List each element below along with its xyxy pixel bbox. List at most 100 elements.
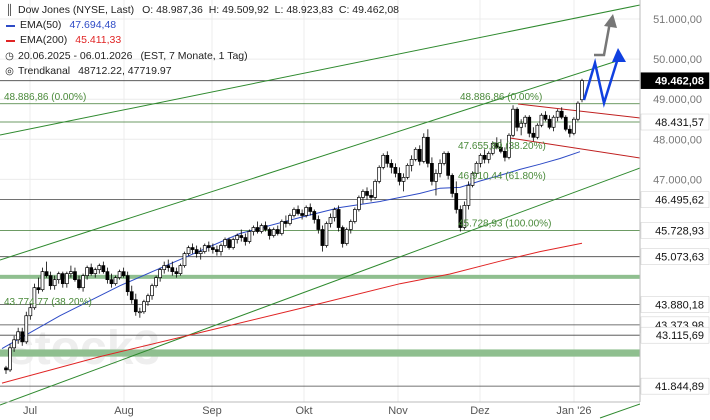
candle-body <box>259 225 264 232</box>
channel-label: Trendkanal <box>18 64 71 77</box>
x-tick-3: Okt <box>295 405 312 417</box>
candle-body <box>16 331 21 341</box>
candle-body <box>515 108 519 128</box>
candle-104 <box>426 129 430 168</box>
candle-body <box>470 173 475 186</box>
candle-body <box>551 116 556 128</box>
candle-body <box>405 165 410 178</box>
candle-88 <box>361 189 365 204</box>
candle-85 <box>348 219 353 234</box>
candle-58 <box>239 229 244 242</box>
candle-126 <box>515 107 519 132</box>
candle-132 <box>539 113 544 128</box>
candle-body <box>458 209 463 228</box>
candle-body <box>430 163 434 182</box>
candle-114 <box>466 181 471 210</box>
candle-37 <box>154 275 158 288</box>
candle-82 <box>336 205 341 232</box>
y-tick-2: 49.000,00 <box>653 94 702 106</box>
candle-body <box>215 249 219 252</box>
target-icon: ◎ <box>5 65 14 77</box>
candle-body <box>158 269 162 278</box>
candle-body <box>223 239 227 246</box>
candle-102 <box>417 145 422 166</box>
candle-92 <box>377 165 382 184</box>
candle-body <box>365 191 369 196</box>
candle-115 <box>470 171 475 188</box>
candle-body <box>377 167 382 182</box>
price-tag-bg-4 <box>640 248 710 265</box>
candle-body <box>255 227 260 232</box>
x-tick-0: Jul <box>23 405 37 417</box>
candle-111 <box>454 181 459 214</box>
candle-125 <box>511 105 515 138</box>
candle-body <box>576 102 580 120</box>
candle-127 <box>519 119 524 136</box>
candle-body <box>60 273 65 285</box>
candle-121 <box>494 137 499 150</box>
candle-9 <box>40 267 45 292</box>
candle-body <box>271 229 276 236</box>
price-tag-0: 49.462,08 <box>655 76 704 88</box>
candle-body <box>308 207 313 212</box>
candle-136 <box>555 109 560 122</box>
candle-7 <box>32 283 37 310</box>
candle-32 <box>133 293 138 316</box>
candle-body <box>24 315 29 343</box>
candle-body <box>454 193 459 210</box>
candle-61 <box>251 225 256 236</box>
x-tick-4: Nov <box>388 405 408 417</box>
candle-body <box>340 227 345 244</box>
ema200-line <box>1 242 583 384</box>
candle-71 <box>292 207 296 218</box>
candle-131 <box>535 123 540 140</box>
candle-body <box>344 229 349 244</box>
candle-body <box>389 163 394 168</box>
candle-body <box>507 134 511 158</box>
candle-body <box>462 205 467 228</box>
candle-body <box>284 221 288 224</box>
candle-6 <box>28 303 33 320</box>
price-tag-2: 46.495,62 <box>655 195 704 207</box>
candle-body <box>369 195 373 198</box>
candle-body <box>304 207 309 216</box>
candle-113 <box>462 201 467 230</box>
watermark-logo: stock3 <box>8 322 160 375</box>
candle-20 <box>85 265 89 280</box>
candle-49 <box>202 243 207 254</box>
blue-arrow-head <box>612 48 626 62</box>
candle-body <box>219 245 223 252</box>
candle-body <box>543 114 548 120</box>
x-tick-5: Dez <box>470 405 490 417</box>
candle-body <box>85 267 89 276</box>
period-detail: (EST, 7 Monate, 1 Tag) <box>140 49 248 62</box>
candle-body <box>93 269 98 274</box>
candle-76 <box>312 209 317 224</box>
candle-87 <box>357 195 361 212</box>
candle-106 <box>434 169 438 196</box>
candle-60 <box>247 229 252 244</box>
candle-12 <box>52 275 57 290</box>
candle-body <box>154 277 158 287</box>
projection-arrows <box>582 14 626 108</box>
candle-body <box>288 215 292 224</box>
candle-body <box>523 116 528 124</box>
candle-body <box>413 148 418 160</box>
candle-body <box>531 132 536 138</box>
candle-21 <box>89 263 94 276</box>
fib-label-4: 45.728,93 (100.00%) <box>458 218 551 229</box>
candle-body <box>247 231 252 242</box>
legend-title: Dow Jones (NYSE, Last) <box>18 4 135 16</box>
candle-95 <box>389 159 394 174</box>
candle-body <box>503 150 507 158</box>
y-tick-4: 47.000,00 <box>653 174 702 186</box>
candle-body <box>474 163 479 174</box>
legend-ohlc: O: 48.987,36 H: 49.509,92 L: 48.923,83 C… <box>142 4 400 16</box>
candle-body <box>316 219 321 230</box>
horizontal-lines <box>0 80 640 387</box>
candle-body <box>231 239 236 248</box>
candle-body <box>494 142 499 148</box>
candle-body <box>539 114 544 126</box>
candle-52 <box>215 245 219 256</box>
candle-body <box>170 267 175 272</box>
